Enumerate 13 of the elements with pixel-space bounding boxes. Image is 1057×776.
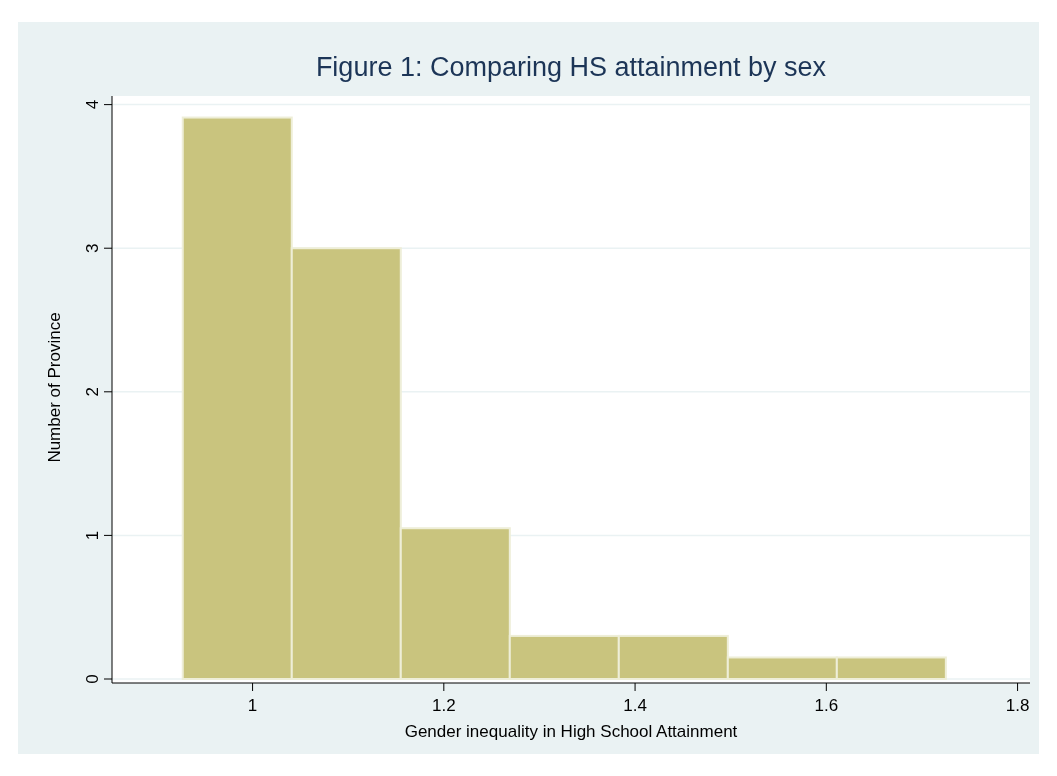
y-tick-label: 0 (83, 674, 102, 684)
chart-title: Figure 1: Comparing HS attainment by sex (315, 52, 827, 82)
y-tick-label: 2 (83, 387, 102, 397)
y-tick-label: 3 (83, 243, 102, 253)
x-tick-label: 1.8 (1005, 696, 1030, 715)
y-tick-label: 1 (83, 530, 102, 541)
x-tick-label: 1.2 (432, 696, 456, 715)
x-axis-title: Gender inequality in High School Attainment (404, 722, 738, 741)
y-axis-title: Number of Province (45, 312, 64, 463)
x-tick-label: 1.4 (623, 696, 647, 715)
x-tick-label: 1.6 (814, 696, 839, 715)
y-tick-label: 4 (83, 99, 102, 110)
x-tick-label: 1 (247, 696, 258, 715)
